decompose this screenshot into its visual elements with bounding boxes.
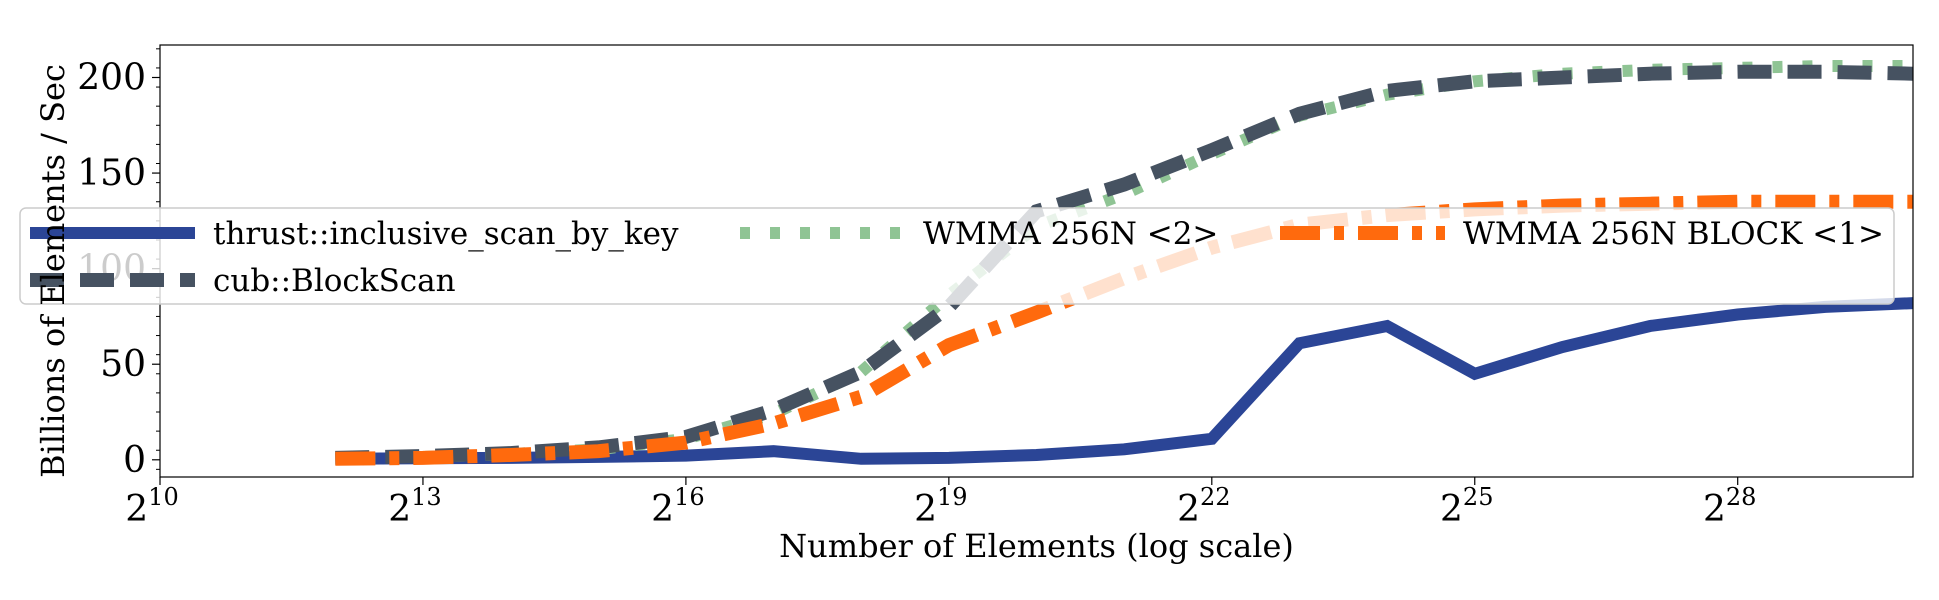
- x-tick-label: 210: [125, 483, 178, 530]
- legend: thrust::inclusive_scan_by_keycub::BlockS…: [19, 207, 1895, 305]
- x-tick-label: 222: [1177, 483, 1230, 530]
- legend-label-wmma-256n-block-1: WMMA 256N BLOCK <1>: [1463, 216, 1884, 252]
- x-tick-label: 213: [388, 483, 441, 530]
- y-axis-label: Billions of Elements / Sec: [34, 64, 72, 478]
- x-axis-label: Number of Elements (log scale): [779, 527, 1294, 565]
- x-tick-label: 219: [914, 483, 967, 530]
- y-tick-label: 150: [77, 153, 146, 194]
- legend-label-thrust-inclusive-scan-by-key: thrust::inclusive_scan_by_key: [213, 216, 679, 252]
- legend-label-cub-blockscan: cub::BlockScan: [213, 263, 456, 299]
- x-tick-label: 216: [651, 483, 704, 530]
- legend-label-wmma-256n-2: WMMA 256N <2>: [923, 216, 1218, 252]
- y-tick-label: 50: [100, 344, 146, 385]
- x-tick-label: 225: [1440, 483, 1493, 530]
- y-tick-label: 0: [123, 440, 146, 481]
- series-layer: [335, 60, 1913, 466]
- y-tick-label: 200: [77, 57, 146, 98]
- series-line-wmma-256n-block-1: [335, 194, 1913, 466]
- x-tick-label: 228: [1703, 483, 1756, 530]
- legend-box: [19, 207, 1895, 305]
